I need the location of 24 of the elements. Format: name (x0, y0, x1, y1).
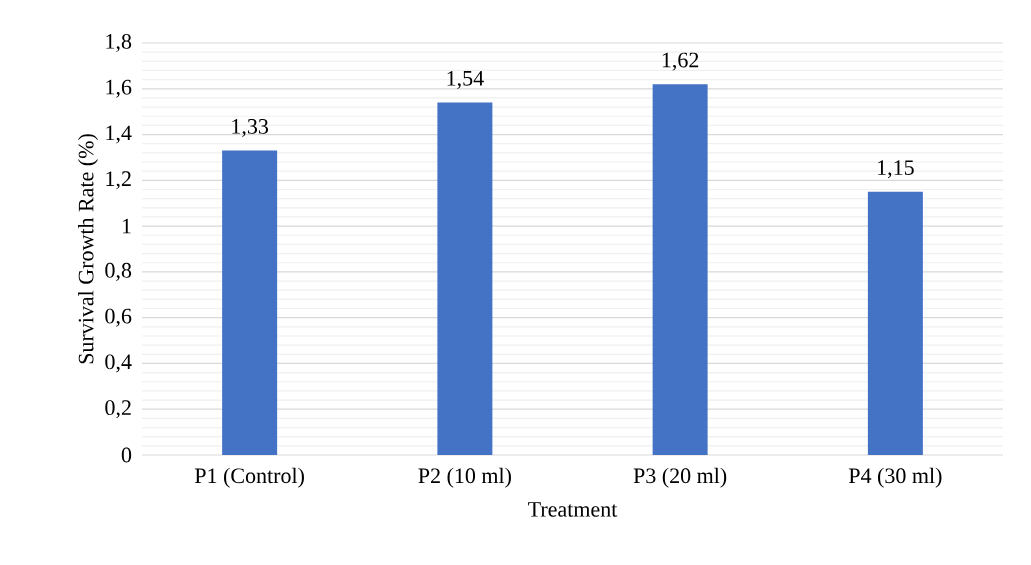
y-axis-title: Survival Growth Rate (%) (78, 134, 98, 364)
x-tick-label: P4 (30 ml) (848, 467, 942, 488)
bar (437, 102, 493, 455)
y-tick-label: 1,8 (106, 33, 132, 53)
y-tick-label: 1 (122, 218, 131, 234)
data-label: 1,15 (878, 160, 914, 179)
x-tick-label: P1 (Control) (194, 467, 304, 488)
y-tick-label: 0,6 (105, 308, 132, 327)
x-tick-label: P3 (20 ml) (633, 467, 727, 488)
y-tick-label: 1,4 (106, 125, 132, 144)
y-tick-label: 0,8 (105, 262, 132, 281)
x-axis-title: Treatment (528, 502, 618, 517)
y-tick-label: 0,4 (105, 354, 132, 373)
bar (222, 150, 278, 455)
y-tick-label: 1,2 (106, 171, 131, 190)
data-label: 1,33 (232, 119, 269, 137)
y-tick-label: 1,6 (106, 79, 132, 98)
data-label: 1,54 (447, 71, 484, 89)
y-tick-label: 0 (121, 447, 132, 463)
bar (867, 191, 923, 455)
x-tick-label: P2 (10 ml) (418, 467, 511, 488)
y-tick-label: 0,2 (105, 400, 131, 419)
data-label: 1,62 (662, 52, 699, 71)
bar (652, 84, 708, 455)
